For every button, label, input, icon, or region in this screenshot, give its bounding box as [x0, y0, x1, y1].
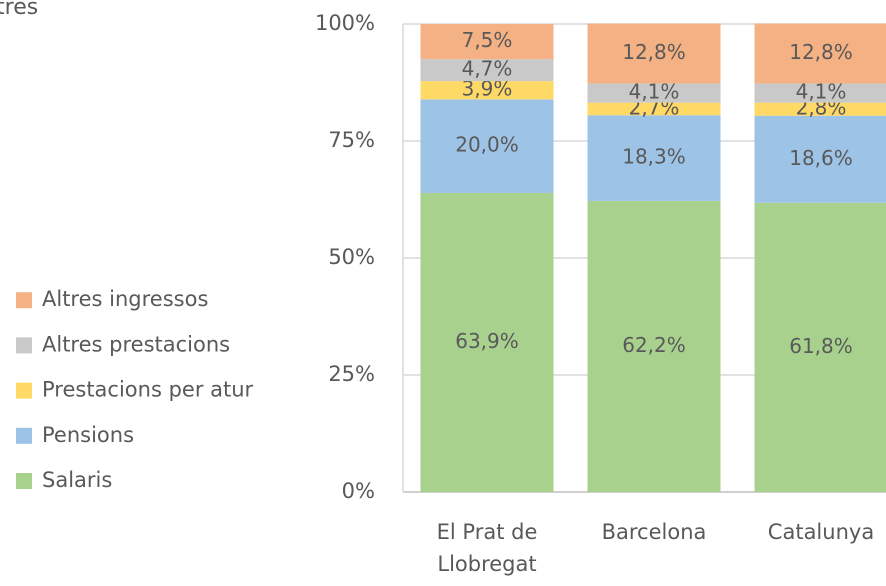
- data-label: 62,2%: [622, 333, 686, 357]
- data-label: 4,7%: [462, 57, 513, 81]
- bar-segment: [587, 115, 721, 201]
- bar-segment: [420, 24, 554, 60]
- data-label: 20,0%: [455, 133, 519, 157]
- bar-segment: [754, 23, 886, 84]
- data-label: 4,1%: [629, 80, 680, 104]
- legend-label: Altres ingressos: [42, 287, 208, 311]
- data-label: 18,6%: [789, 146, 853, 170]
- bar-segment: [420, 59, 554, 82]
- legend-swatch: [16, 382, 32, 399]
- x-tick-label: Barcelona: [601, 520, 707, 544]
- data-label: 12,8%: [622, 40, 686, 64]
- legend-swatch: [16, 292, 32, 309]
- chart-title: tres: [0, 0, 38, 20]
- bar-segment: [754, 83, 886, 103]
- legend-label: Prestacions per atur: [42, 378, 254, 402]
- legend-swatch: [16, 427, 32, 444]
- bar-segment: [587, 83, 721, 103]
- bar-segment: [754, 202, 886, 492]
- y-tick-label: 100%: [315, 11, 375, 35]
- legend-swatch: [16, 473, 32, 489]
- bar-segment: [420, 81, 554, 100]
- data-label: 18,3%: [622, 145, 686, 169]
- data-label: 4,1%: [796, 80, 847, 104]
- x-tick-label: Catalunya: [767, 520, 875, 544]
- bar-segment: [587, 102, 721, 116]
- legend-label: Salaris: [42, 468, 112, 492]
- y-tick-label: 50%: [328, 245, 375, 269]
- legend-label: Pensions: [42, 423, 134, 447]
- y-tick-label: 0%: [342, 479, 375, 503]
- y-tick-label: 25%: [328, 362, 375, 386]
- bar-segment: [754, 115, 886, 203]
- legend-label: Altres prestacions: [42, 332, 230, 356]
- data-label: 12,8%: [789, 40, 853, 64]
- y-tick-label: 75%: [328, 128, 375, 152]
- bar-segment: [420, 192, 554, 492]
- data-label: 61,8%: [789, 334, 853, 358]
- data-label: 63,9%: [455, 329, 519, 353]
- legend-swatch: [16, 337, 32, 354]
- bar-segment: [587, 200, 721, 493]
- bar-segment: [754, 102, 886, 116]
- bar-segment: [420, 99, 554, 193]
- x-tick-label: El Prat de Llobregat: [436, 520, 538, 576]
- bar-segment: [587, 23, 721, 84]
- data-label: 7,5%: [462, 28, 513, 52]
